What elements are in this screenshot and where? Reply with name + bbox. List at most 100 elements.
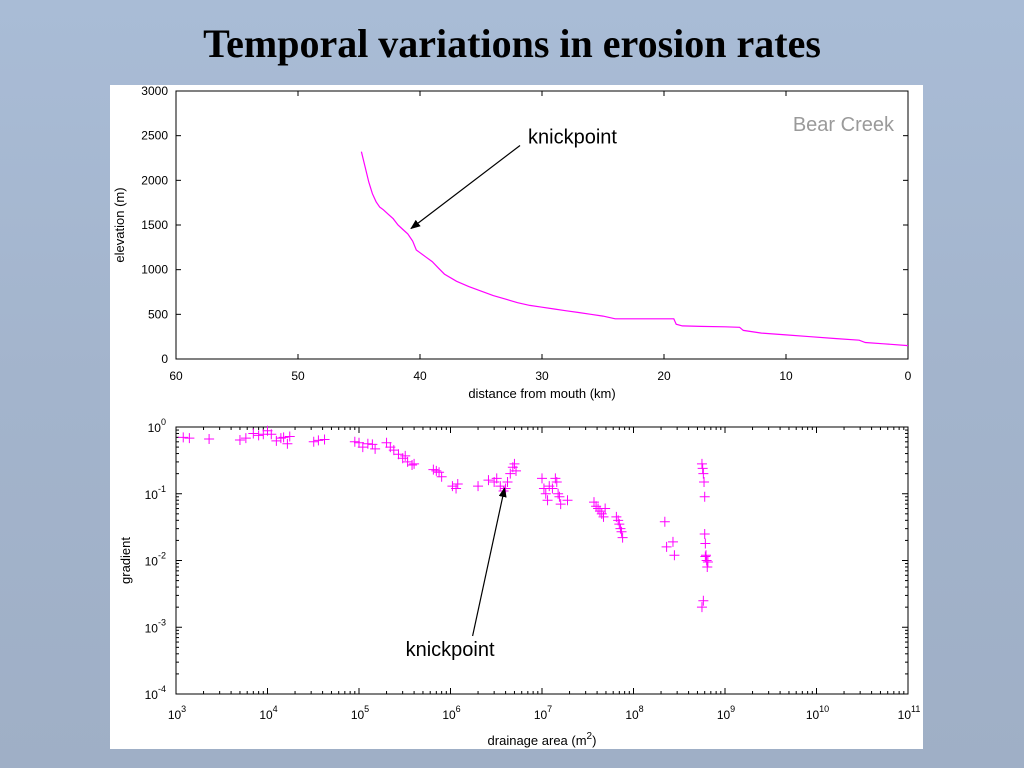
data-point — [253, 430, 264, 441]
data-point — [613, 515, 624, 526]
x-tick-label: 30 — [535, 369, 549, 383]
y-tick-label: 500 — [148, 307, 168, 321]
gradient-plot-frame — [175, 426, 909, 695]
data-point — [178, 432, 189, 443]
data-point — [362, 438, 373, 449]
y-tick-label: 10-3 — [145, 617, 166, 635]
data-point — [594, 506, 605, 517]
y-tick-label: 2500 — [141, 129, 168, 143]
data-point — [702, 556, 713, 567]
data-point — [555, 499, 566, 510]
data-point — [614, 519, 625, 530]
data-point — [696, 602, 707, 613]
x-tick-label-exponent: 11 — [911, 704, 920, 714]
x-tick-label: 0 — [905, 369, 912, 383]
x-tick-label-exponent: 8 — [639, 704, 644, 714]
data-point — [349, 436, 360, 447]
y-tick-label: 2000 — [141, 173, 168, 187]
drainage-area-axis-label-text: drainage area (m — [488, 733, 587, 748]
data-point — [319, 434, 330, 445]
x-tick-label: 10 — [779, 369, 793, 383]
data-point — [240, 433, 251, 444]
x-tick-label-base: 10 — [351, 708, 365, 722]
gradient-points — [178, 425, 713, 613]
y-tick-label: 0 — [161, 352, 168, 366]
bear-creek-label: Bear Creek — [793, 114, 895, 136]
data-point — [659, 516, 670, 527]
data-point — [696, 458, 707, 469]
x-tick-label: 104 — [259, 704, 277, 722]
y-tick-label: 3000 — [141, 85, 168, 98]
x-tick-label: 108 — [625, 704, 643, 722]
y-tick-label: 100 — [148, 417, 166, 435]
slide-title: Temporal variations in erosion rates — [203, 21, 821, 66]
gradient-area-chart: 103 104 105 106 107 108 109 1010 101110-410-310-… — [118, 417, 920, 748]
x-tick-label-exponent: 7 — [547, 704, 552, 714]
data-point — [428, 464, 439, 475]
x-tick-label: 109 — [717, 704, 735, 722]
data-point — [562, 495, 573, 506]
data-point — [537, 473, 547, 484]
y-tick-label-exponent: -2 — [158, 551, 166, 561]
x-tick-label-exponent: 5 — [364, 704, 369, 714]
data-point — [698, 595, 709, 606]
data-point — [275, 433, 286, 444]
y-tick-label: 1000 — [141, 263, 168, 277]
data-point — [699, 476, 710, 487]
data-point — [434, 467, 445, 478]
x-tick-label: 106 — [442, 704, 460, 722]
y-tick-label-exponent: -1 — [158, 484, 166, 494]
data-point — [204, 434, 215, 445]
x-tick-label-exponent: 10 — [819, 704, 829, 714]
data-point — [542, 495, 553, 506]
data-point — [591, 501, 602, 512]
gradient-ticks: 103 104 105 106 107 108 109 1010 101110-410-310-… — [145, 417, 921, 722]
y-tick-label: 10-1 — [145, 484, 166, 502]
drainage-area-axis-label: drainage area (m2) — [488, 731, 597, 748]
data-point — [509, 458, 520, 469]
elevation-axis-label: elevation (m) — [112, 187, 127, 262]
data-point — [393, 449, 404, 460]
y-tick-label-base: 10 — [145, 555, 159, 569]
elevation-profile-line — [360, 151, 909, 347]
x-tick-label: 105 — [351, 704, 369, 722]
data-point — [588, 497, 599, 508]
data-point — [234, 434, 245, 445]
data-point — [505, 468, 516, 479]
data-point — [367, 439, 378, 450]
data-point — [699, 491, 710, 502]
x-tick-label: 107 — [534, 704, 552, 722]
data-point — [483, 475, 494, 486]
y-tick-label-exponent: -4 — [158, 684, 166, 694]
data-point — [248, 428, 259, 439]
y-tick-label: 10-4 — [145, 684, 166, 702]
x-tick-label: 40 — [413, 369, 427, 383]
data-point — [701, 550, 712, 561]
x-tick-label-base: 10 — [534, 708, 548, 722]
y-tick-label-exponent: -3 — [158, 617, 166, 627]
data-point — [702, 561, 713, 572]
data-point — [551, 476, 562, 487]
data-point — [669, 550, 680, 561]
y-tick-label-base: 10 — [145, 621, 159, 635]
x-tick-label: 1010 — [806, 704, 829, 722]
x-tick-label-base: 10 — [717, 708, 731, 722]
data-point — [697, 463, 708, 474]
x-tick-label: 1011 — [898, 704, 921, 722]
data-point — [698, 468, 709, 479]
data-point — [266, 429, 277, 440]
data-point — [547, 483, 558, 494]
knickpoint-arrow-bottom — [472, 487, 507, 637]
data-point — [500, 483, 511, 494]
x-tick-label-base: 10 — [259, 708, 273, 722]
knickpoint-label-bottom: knickpoint — [406, 639, 495, 661]
data-point — [473, 481, 484, 492]
data-point — [661, 541, 672, 552]
data-point — [554, 491, 565, 502]
data-point — [538, 483, 549, 494]
data-point — [400, 450, 411, 461]
data-point — [699, 528, 710, 539]
x-tick-label-base: 10 — [898, 708, 912, 722]
